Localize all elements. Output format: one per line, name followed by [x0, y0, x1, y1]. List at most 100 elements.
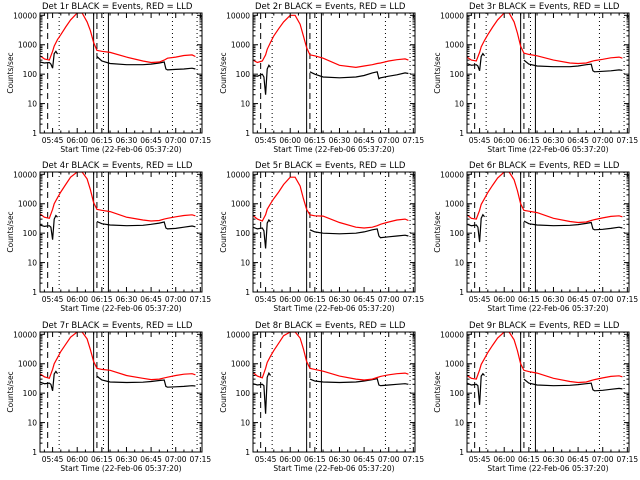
y-tick-label: 10000 [226, 170, 250, 179]
y-tick-label: 100 [450, 229, 465, 238]
x-tick-label: 06:30 [329, 455, 351, 464]
y-axis-label: Counts/sec [433, 371, 442, 412]
y-axis-label: Counts/sec [6, 211, 15, 252]
y-tick-label: 1 [32, 129, 37, 138]
y-tick-label: 1 [245, 129, 250, 138]
x-tick-label: 07:15 [403, 136, 425, 145]
y-tick-label: 100 [236, 229, 251, 238]
panel-grid: Det 1r BLACK = Events, RED = LLD11010010… [6, 2, 638, 473]
series-lines [253, 176, 409, 249]
panel-det-2r: Det 2r BLACK = Events, RED = LLD 1 10 100 10… [219, 2, 424, 154]
x-tick-label: 06:00 [279, 295, 301, 304]
panel-det-8r: Det 8r BLACK = Events, RED = LLD 1 10 100 10… [219, 321, 424, 473]
y-tick-label: 100 [236, 70, 251, 79]
y-tick-label: 10 [454, 100, 464, 109]
lld-series-line [467, 13, 623, 65]
y-tick-label: 100 [450, 389, 465, 398]
x-tick-label: 07:00 [592, 136, 614, 145]
x-axis-label: Start Time (22-Feb-06 05:37:20) [273, 145, 394, 154]
x-tick-label: 06:30 [329, 295, 351, 304]
y-tick-label: 1 [32, 288, 37, 297]
y-tick-label: 1 [459, 129, 464, 138]
y-tick-label: 10000 [226, 330, 250, 339]
x-tick-label: 06:15 [304, 136, 326, 145]
panel-det-5r: Det 5r BLACK = Events, RED = LLD 1 10 100 10… [219, 161, 424, 313]
x-tick-label: 07:00 [592, 295, 614, 304]
axes-frame [466, 331, 630, 453]
x-tick-label: 06:30 [543, 295, 565, 304]
series-lines [40, 13, 196, 71]
x-tick-label: 06:00 [493, 455, 515, 464]
y-tick-label: 10 [27, 419, 37, 428]
marker-lines [474, 332, 625, 452]
panel-title: Det 5r BLACK = Events, RED = LLD [255, 161, 406, 171]
x-tick-label: 06:45 [353, 455, 375, 464]
y-tick-label: 10 [240, 100, 250, 109]
y-tick-label: 1 [245, 448, 250, 457]
axes-frame [39, 12, 203, 134]
y-tick-label: 10000 [13, 170, 37, 179]
x-tick-label: 05:45 [42, 136, 64, 145]
x-tick-label: 05:45 [42, 295, 64, 304]
y-tick-label: 1000 [18, 200, 37, 209]
x-tick-label: 06:45 [567, 455, 589, 464]
x-tick-label: 06:00 [493, 136, 515, 145]
x-tick-label: 06:45 [567, 295, 589, 304]
y-tick-label: 10000 [226, 11, 250, 20]
x-axis-label: Start Time (22-Feb-06 05:37:20) [60, 145, 181, 154]
y-axis-label: Counts/sec [433, 211, 442, 252]
x-tick-label: 06:15 [304, 455, 326, 464]
x-tick-label: 07:00 [378, 455, 400, 464]
x-tick-label: 07:15 [190, 136, 212, 145]
axes-frame [252, 331, 416, 453]
y-tick-label: 10000 [440, 330, 464, 339]
panel-title: Det 8r BLACK = Events, RED = LLD [255, 321, 406, 331]
lld-series-line [40, 332, 196, 381]
x-tick-label: 06:30 [116, 136, 138, 145]
x-tick-label: 06:45 [567, 136, 589, 145]
axes-frame [466, 171, 630, 293]
events-series-line [40, 370, 196, 391]
panel-det-9r: Det 9r BLACK = Events, RED = LLD 1 10 100 10… [433, 321, 638, 473]
axes-frame [39, 331, 203, 453]
y-tick-label: 1000 [445, 360, 464, 369]
x-tick-label: 06:15 [518, 455, 540, 464]
panel-title: Det 2r BLACK = Events, RED = LLD [255, 2, 406, 12]
x-tick-label: 06:00 [66, 295, 88, 304]
panel-title: Det 3r BLACK = Events, RED = LLD [469, 2, 620, 12]
series-lines [253, 14, 409, 95]
x-tick-label: 07:00 [165, 136, 187, 145]
marker-lines [260, 13, 411, 133]
x-axis-label: Start Time (22-Feb-06 05:37:20) [273, 464, 394, 473]
axes-frame [252, 171, 416, 293]
y-tick-label: 100 [23, 229, 38, 238]
y-tick-label: 1000 [445, 200, 464, 209]
lld-series-line [253, 176, 409, 229]
y-axis-label: Counts/sec [219, 371, 228, 412]
events-series-line [40, 50, 196, 71]
y-tick-label: 10 [240, 259, 250, 268]
x-tick-label: 07:15 [403, 295, 425, 304]
x-tick-label: 07:15 [617, 136, 639, 145]
x-tick-label: 06:00 [66, 455, 88, 464]
y-tick-label: 1000 [231, 200, 250, 209]
events-series-line [253, 371, 409, 414]
y-tick-label: 100 [236, 389, 251, 398]
x-tick-label: 06:30 [543, 455, 565, 464]
x-tick-label: 06:15 [304, 295, 326, 304]
x-tick-label: 06:45 [140, 136, 162, 145]
lld-series-line [467, 172, 623, 224]
y-tick-label: 10000 [440, 11, 464, 20]
y-tick-label: 10 [454, 419, 464, 428]
y-tick-label: 1000 [231, 360, 250, 369]
x-tick-label: 06:15 [518, 295, 540, 304]
series-lines [467, 13, 623, 73]
panel-det-7r: Det 7r BLACK = Events, RED = LLD 1 10 100 10… [6, 321, 211, 473]
events-series-line [467, 213, 623, 243]
panel-title: Det 1r BLACK = Events, RED = LLD [42, 2, 193, 12]
y-axis-label: Counts/sec [219, 52, 228, 93]
lld-series-line [253, 14, 409, 69]
x-tick-label: 06:30 [116, 295, 138, 304]
